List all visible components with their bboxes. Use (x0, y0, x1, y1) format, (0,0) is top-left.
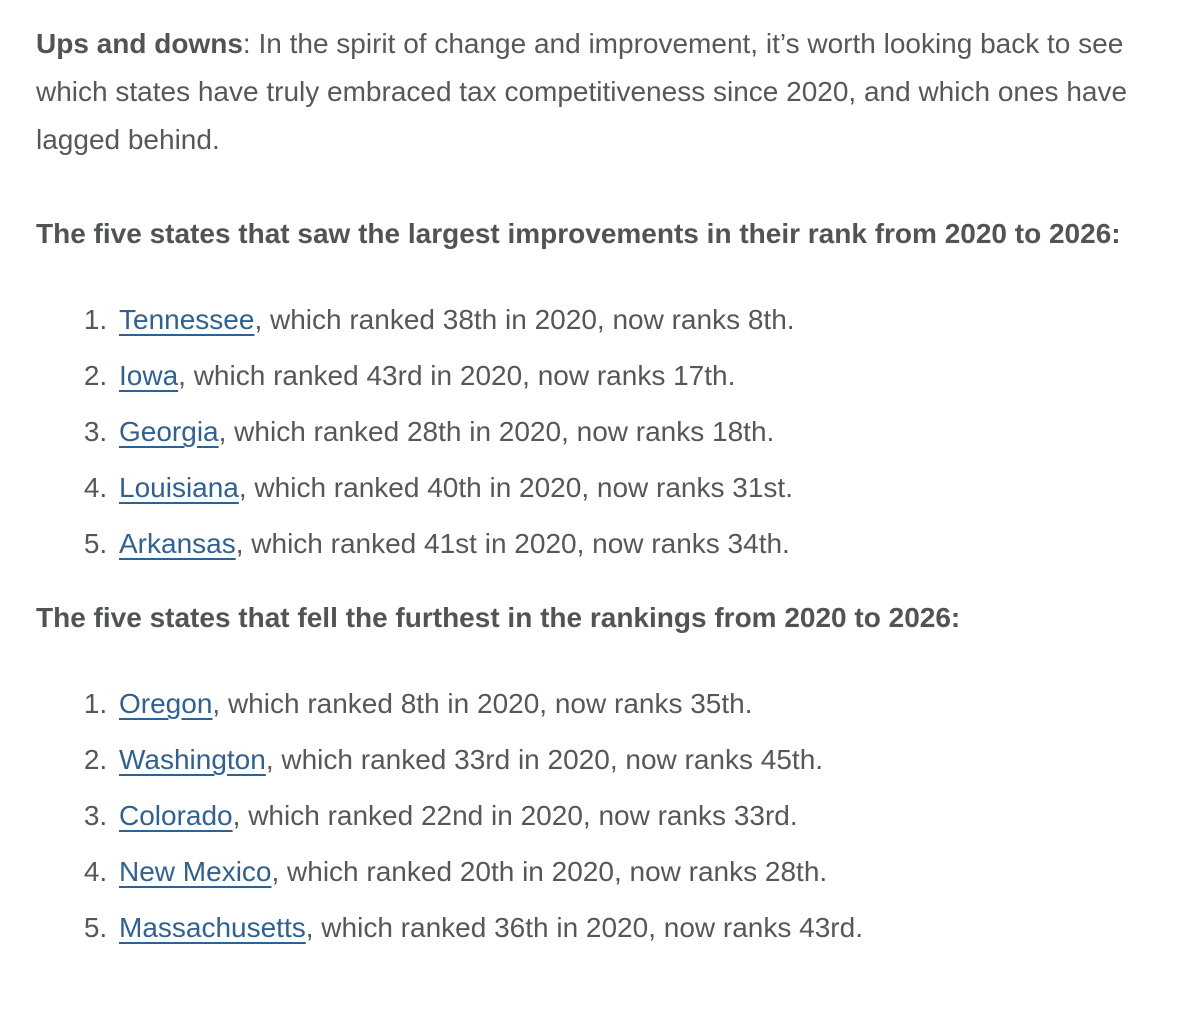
rank-change-text: , which ranked 8th in 2020, now ranks 35… (212, 688, 753, 719)
state-link-oregon[interactable]: Oregon (119, 688, 213, 719)
list-item: Tennessee, which ranked 38th in 2020, no… (115, 296, 1158, 344)
intro-text: : In the spirit of change and improvemen… (36, 28, 1128, 155)
declines-list: Oregon, which ranked 8th in 2020, now ra… (36, 680, 1158, 952)
rank-change-text: , which ranked 40th in 2020, now ranks 3… (238, 472, 793, 503)
state-link-iowa[interactable]: Iowa (119, 360, 179, 391)
list-item: Massachusetts, which ranked 36th in 2020… (115, 904, 1158, 952)
intro-lead-label: Ups and downs (36, 28, 243, 59)
state-link-arkansas[interactable]: Arkansas (119, 528, 236, 559)
state-link-louisiana[interactable]: Louisiana (119, 472, 239, 503)
rank-change-text: , which ranked 33rd in 2020, now ranks 4… (265, 744, 824, 775)
state-link-tennessee[interactable]: Tennessee (119, 304, 255, 335)
list-item: Colorado, which ranked 22nd in 2020, now… (115, 792, 1158, 840)
list-item: Oregon, which ranked 8th in 2020, now ra… (115, 680, 1158, 728)
list-item: Arkansas, which ranked 41st in 2020, now… (115, 520, 1158, 568)
list-item: Georgia, which ranked 28th in 2020, now … (115, 408, 1158, 456)
state-link-georgia[interactable]: Georgia (119, 416, 219, 447)
rank-change-text: , which ranked 43rd in 2020, now ranks 1… (178, 360, 736, 391)
list-item: Washington, which ranked 33rd in 2020, n… (115, 736, 1158, 784)
state-link-colorado[interactable]: Colorado (119, 800, 233, 831)
article-body: Ups and downs: In the spirit of change a… (0, 0, 1178, 980)
rank-change-text: , which ranked 22nd in 2020, now ranks 3… (232, 800, 798, 831)
improvements-heading: The five states that saw the largest imp… (36, 218, 1121, 249)
rank-change-text: , which ranked 38th in 2020, now ranks 8… (254, 304, 795, 335)
intro-paragraph: Ups and downs: In the spirit of change a… (36, 20, 1158, 164)
rank-change-text: , which ranked 36th in 2020, now ranks 4… (305, 912, 863, 943)
list-item: Iowa, which ranked 43rd in 2020, now ran… (115, 352, 1158, 400)
state-link-washington[interactable]: Washington (119, 744, 266, 775)
improvements-list: Tennessee, which ranked 38th in 2020, no… (36, 296, 1158, 568)
state-link-new-mexico[interactable]: New Mexico (119, 856, 272, 887)
state-link-massachusetts[interactable]: Massachusetts (119, 912, 306, 943)
rank-change-text: , which ranked 20th in 2020, now ranks 2… (271, 856, 828, 887)
rank-change-text: , which ranked 28th in 2020, now ranks 1… (218, 416, 775, 447)
list-item: New Mexico, which ranked 20th in 2020, n… (115, 848, 1158, 896)
declines-heading: The five states that fell the furthest i… (36, 602, 961, 633)
list-item: Louisiana, which ranked 40th in 2020, no… (115, 464, 1158, 512)
rank-change-text: , which ranked 41st in 2020, now ranks 3… (235, 528, 790, 559)
